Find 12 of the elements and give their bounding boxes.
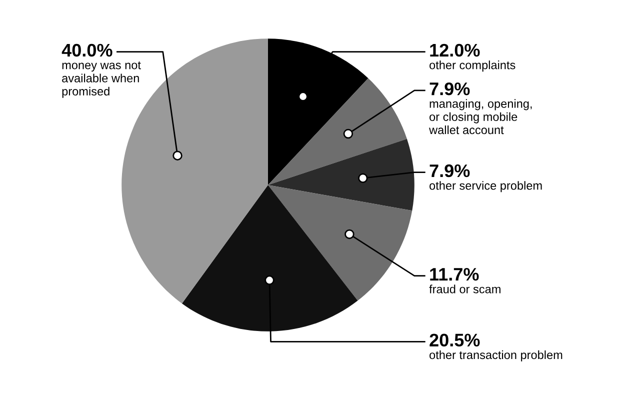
slice-label: other complaints [430,60,516,72]
data-label: 20.5% [430,334,480,346]
slice-label: money was not available when promised [62,61,141,98]
slice-label: other service problem [430,181,542,192]
data-label: 11.7% [430,268,479,281]
data-label: 40.0% [62,44,112,57]
data-label: 7.9% [430,164,470,178]
data-label: 7.9% [430,82,470,96]
slice-label: managing, opening, or closing mobile wallet account [429,99,532,134]
slice-label: fraud or scam [429,284,500,294]
data-label: 12.0% [430,44,480,57]
slice-label: other transaction problem [430,350,562,362]
